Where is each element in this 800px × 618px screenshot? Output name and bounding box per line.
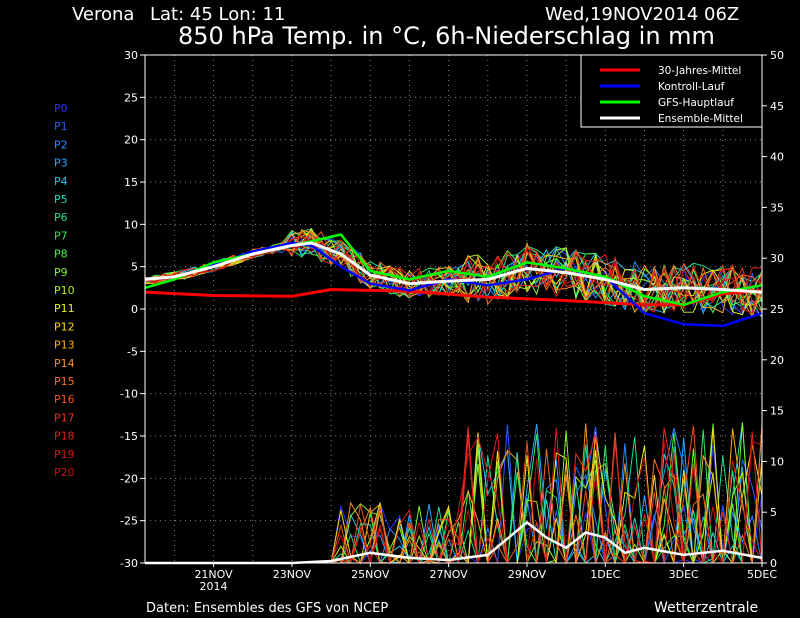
x-tick-label: 1DEC	[590, 568, 620, 581]
y-tick-label-right: 0	[770, 557, 777, 570]
member-list: P0 P1 P2 P3 P4 P5 P6 P7 P8 P9 P10 P11 P12 P13 P14 P15 P1…	[54, 102, 75, 479]
brand-label: Wetterzentrale	[654, 600, 758, 616]
member-label: P17	[54, 411, 75, 424]
member-label: P0	[54, 102, 68, 115]
y-tick-label-left: 5	[131, 261, 138, 274]
member-label: P4	[54, 175, 68, 188]
y-tick-label-left: -15	[120, 430, 138, 443]
x-tick-label: 29NOV	[508, 568, 547, 581]
series-line-3	[144, 241, 763, 294]
precip-mean-line	[145, 520, 763, 565]
y-tick-label-left: -20	[120, 472, 138, 485]
datetime-label: Wed,19NOV2014 06Z	[545, 4, 739, 25]
location-label: Verona	[72, 4, 134, 25]
coords-label: Lat: 45 Lon: 11	[150, 4, 285, 25]
x-tick-label: 23NOV	[273, 568, 312, 581]
legend: 30-Jahres-Mittel Kontroll-Lauf GFS-Hauptla…	[580, 54, 763, 128]
y-tick-label-right: 40	[770, 151, 784, 164]
y-tick-label-left: 0	[131, 303, 138, 316]
member-label: P8	[54, 248, 68, 261]
y-tick-label-right: 35	[770, 201, 784, 214]
y-tick-label-left: -10	[120, 388, 138, 401]
y-axis-left: 30 25 20 15 10 5 0 -5 -10 -15 -20 -25 -30	[120, 49, 145, 570]
member-label: P14	[54, 357, 75, 370]
y-tick-label-right: 5	[770, 506, 777, 519]
y-tick-label-left: -25	[120, 515, 138, 528]
temp-member-line	[144, 240, 763, 318]
member-label: P11	[54, 302, 75, 315]
series-line-1	[144, 241, 763, 328]
y-tick-label-left: 25	[124, 91, 138, 104]
y-tick-label-left: -5	[127, 345, 138, 358]
y-tick-label-left: 30	[124, 49, 138, 62]
member-label: P9	[54, 266, 68, 279]
legend-label-2: GFS-Hauptlauf	[658, 97, 734, 109]
y-tick-label-right: 45	[770, 100, 784, 113]
y-tick-label-left: 10	[124, 218, 138, 231]
y-tick-label-right: 15	[770, 405, 784, 418]
member-label: P2	[54, 138, 68, 151]
legend-label-0: 30-Jahres-Mittel	[658, 65, 741, 77]
x-tick-label: 5DEC	[747, 568, 777, 581]
x-tick-label: 27NOV	[429, 568, 468, 581]
member-label: P10	[54, 284, 75, 297]
member-label: P16	[54, 393, 75, 406]
y-tick-label-right: 30	[770, 252, 784, 265]
member-label: P6	[54, 211, 68, 224]
member-label: P1	[54, 120, 68, 133]
main-series-layer	[144, 233, 763, 565]
chart-title: 850 hPa Temp. in °C, 6h-Niederschlag in …	[178, 22, 715, 50]
member-label: P20	[54, 466, 75, 479]
member-label: P18	[54, 430, 75, 443]
y-tick-label-right: 10	[770, 455, 784, 468]
member-label: P13	[54, 339, 75, 352]
y-tick-label-right: 25	[770, 303, 784, 316]
member-label: P15	[54, 375, 75, 388]
member-label: P5	[54, 193, 68, 206]
y-tick-label-left: -30	[120, 557, 138, 570]
temp-member-line	[144, 237, 763, 313]
y-tick-label-right: 50	[770, 49, 784, 62]
y-tick-label-left: 20	[124, 134, 138, 147]
y-tick-label-left: 15	[124, 176, 138, 189]
y-tick-label-right: 20	[770, 354, 784, 367]
member-label: P3	[54, 157, 68, 170]
x-tick-label: 25NOV	[351, 568, 390, 581]
legend-label-1: Kontroll-Lauf	[658, 81, 725, 93]
x-tick-sublabel: 2014	[200, 580, 228, 593]
source-label: Daten: Ensembles des GFS von NCEP	[146, 601, 388, 616]
legend-label-3: Ensemble-Mittel	[658, 113, 743, 125]
member-label: P7	[54, 229, 68, 242]
member-label: P19	[54, 448, 75, 461]
x-tick-label: 3DEC	[669, 568, 699, 581]
x-tick-label: 21NOV	[194, 568, 233, 581]
legend-box	[580, 54, 763, 128]
member-label: P12	[54, 320, 75, 333]
